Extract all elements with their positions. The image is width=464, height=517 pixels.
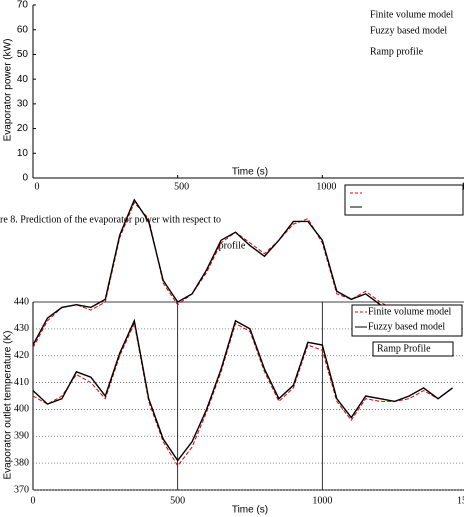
- caption: re 8. Prediction of the evaporator power…: [0, 214, 221, 225]
- x-tick-label: 500: [174, 181, 189, 192]
- x-tick-label: 1000: [316, 181, 336, 192]
- y-tick-label: 390: [14, 431, 29, 442]
- legend-label: Fuzzy based model: [370, 25, 447, 36]
- series-line: [32, 321, 453, 467]
- series-line: [32, 201, 453, 348]
- x-tick-label: 0: [35, 181, 40, 192]
- y-tick-label: 400: [14, 404, 29, 415]
- y-tick-label: 60: [17, 24, 29, 35]
- caption: profile: [219, 240, 246, 251]
- x-axis-label: Time (s): [232, 167, 268, 178]
- y-tick-label: 430: [14, 323, 29, 334]
- legend-label: Finite volume model: [368, 306, 452, 317]
- y-tick-label: 50: [17, 49, 29, 60]
- legend-box: [351, 304, 463, 337]
- x-tick-label: 500: [170, 495, 185, 506]
- legend-label: Ramp Profile: [377, 343, 431, 354]
- legend-label: Finite volume model: [370, 9, 454, 20]
- y-axis-label: Evaporator outlet temperature (K): [3, 331, 14, 480]
- y-tick-label: 370: [14, 484, 29, 495]
- y-tick-label: 40: [17, 74, 29, 85]
- x-tick-label: 1000: [312, 495, 332, 506]
- y-tick-label: 30: [17, 98, 29, 109]
- y-tick-label: 420: [14, 350, 29, 361]
- series-line: [32, 318, 453, 462]
- legend-box: [372, 341, 454, 357]
- y-tick-label: 70: [17, 0, 29, 11]
- y-tick-label: 10: [17, 148, 29, 159]
- x-axis-label: Time (s): [232, 505, 268, 516]
- x-tick-label: 1500: [457, 495, 464, 506]
- legend-label: Ramp profile: [370, 46, 424, 57]
- y-tick-label: 380: [14, 457, 29, 468]
- legend-label: Fuzzy based model: [368, 321, 445, 332]
- legend-box: [344, 184, 464, 216]
- y-tick-label: 410: [14, 377, 29, 388]
- x-tick-label: 0: [31, 495, 36, 506]
- y-tick-label: 20: [17, 123, 29, 134]
- y-tick-label: 0: [22, 173, 28, 184]
- y-axis-label: Evaporator power (kW): [3, 39, 14, 142]
- y-tick-label: 440: [14, 296, 29, 307]
